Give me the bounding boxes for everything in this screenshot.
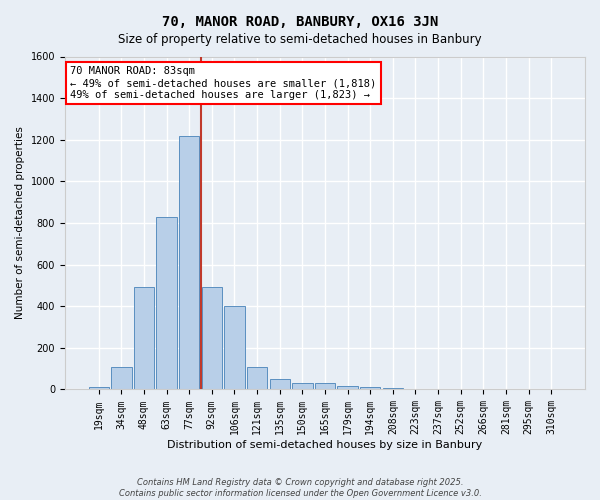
Bar xyxy=(337,386,358,390)
Text: 70 MANOR ROAD: 83sqm
← 49% of semi-detached houses are smaller (1,818)
49% of se: 70 MANOR ROAD: 83sqm ← 49% of semi-detac… xyxy=(70,66,376,100)
Text: Size of property relative to semi-detached houses in Banbury: Size of property relative to semi-detach… xyxy=(118,32,482,46)
Bar xyxy=(360,388,380,390)
X-axis label: Distribution of semi-detached houses by size in Banbury: Distribution of semi-detached houses by … xyxy=(167,440,482,450)
Bar xyxy=(157,216,177,390)
Text: Contains HM Land Registry data © Crown copyright and database right 2025.
Contai: Contains HM Land Registry data © Crown c… xyxy=(119,478,481,498)
Text: 70, MANOR ROAD, BANBURY, OX16 3JN: 70, MANOR ROAD, BANBURY, OX16 3JN xyxy=(162,15,438,29)
Bar xyxy=(315,383,335,390)
Y-axis label: Number of semi-detached properties: Number of semi-detached properties xyxy=(15,126,25,320)
Bar xyxy=(179,136,199,390)
Bar xyxy=(224,306,245,390)
Bar xyxy=(134,288,154,390)
Bar xyxy=(383,388,403,390)
Bar xyxy=(269,379,290,390)
Bar xyxy=(247,366,267,390)
Bar xyxy=(89,388,109,390)
Bar xyxy=(292,383,313,390)
Bar xyxy=(202,288,222,390)
Bar xyxy=(111,366,131,390)
